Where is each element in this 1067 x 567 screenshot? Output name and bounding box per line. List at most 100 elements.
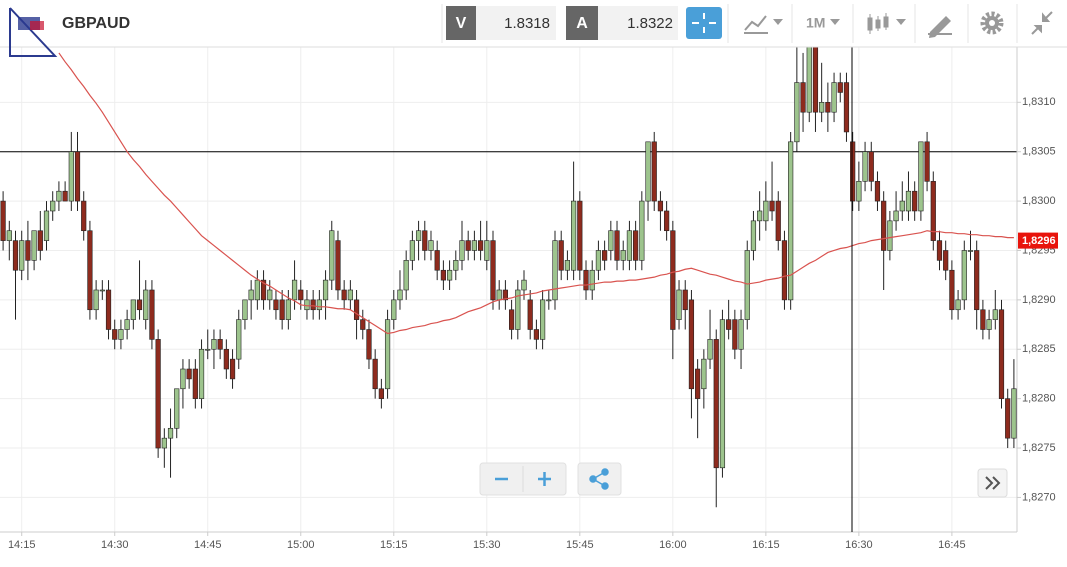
candle-body-up [391, 299, 397, 320]
candle-body-down [465, 240, 471, 251]
candle-body-up [471, 240, 477, 251]
candle-body-down [353, 299, 360, 320]
candle-body-up [806, 47, 812, 113]
candle-body-down [825, 102, 831, 113]
candle-body-down [273, 299, 279, 311]
x-tick-label: 15:45 [566, 539, 594, 551]
candle-body-up [118, 329, 124, 340]
candle-body-up [316, 299, 322, 311]
collapse-button[interactable] [1031, 11, 1053, 35]
candle-body-up [291, 279, 298, 301]
settings-button[interactable] [980, 11, 1004, 35]
candle-body-down [843, 82, 850, 133]
chart-type-button[interactable] [744, 15, 783, 34]
candle-body-up [626, 230, 633, 261]
candle-body-up [862, 151, 868, 182]
bid-badge[interactable] [446, 6, 476, 40]
y-tick-label: 1,8285 [1022, 343, 1056, 355]
candle-body-up [918, 141, 924, 212]
candle-body-up [446, 269, 453, 281]
x-tick-label: 16:15 [752, 539, 780, 551]
x-tick-label: 15:15 [380, 539, 408, 551]
candle-body-up [608, 230, 614, 251]
crosshair-icon [692, 13, 716, 33]
crosshair-button[interactable] [686, 7, 722, 39]
candle-body-up [397, 289, 403, 301]
y-tick-label: 1,8310 [1022, 96, 1056, 108]
candle-body-up [31, 230, 37, 261]
candle-body-down [781, 240, 788, 301]
candle-body-down [149, 289, 155, 340]
candle-body-up [409, 240, 415, 261]
candle-body-up [130, 299, 136, 320]
candle-body-up [620, 250, 626, 261]
candle-body-down [25, 240, 31, 261]
ma-marker [1018, 232, 1058, 249]
candle-body-down [924, 141, 930, 182]
y-tick-label: 1,8305 [1022, 146, 1056, 158]
period[interactable]: 1M [806, 15, 825, 31]
candle-body-down [502, 289, 508, 301]
candle-body-down [217, 339, 223, 350]
candle-body-up [515, 289, 521, 330]
candle-body-down [74, 151, 81, 202]
candle-body-down [1005, 398, 1011, 439]
candle-body-down [713, 339, 719, 469]
logo[interactable] [9, 7, 58, 57]
candle-body-down [980, 309, 986, 330]
bid-box[interactable] [476, 6, 556, 40]
candle-body-up [56, 190, 62, 202]
candle-body-down [998, 309, 1005, 399]
candles-button[interactable] [867, 13, 906, 34]
candle-body-up [887, 220, 893, 251]
candle-body-down [81, 200, 87, 232]
candle-body-down [868, 151, 874, 182]
ask-box[interactable] [598, 6, 678, 40]
candle-body-up [794, 82, 800, 143]
candle-body-up [459, 240, 465, 261]
logo-triangle [9, 7, 58, 57]
draw-button[interactable] [928, 16, 952, 38]
candle-body-up [415, 230, 422, 241]
candle-body-up [205, 348, 211, 351]
candle-body-down [62, 190, 68, 202]
candle-body-up [992, 309, 998, 320]
y-tick-label: 1,8295 [1022, 244, 1056, 256]
candle-body-down [192, 368, 198, 399]
candle-body-down [664, 210, 670, 232]
candle-body-up [304, 299, 310, 311]
moving-average [58, 52, 1014, 335]
ask-price: 1.8322 [627, 15, 673, 32]
candle-body-up [236, 319, 242, 360]
share-button[interactable] [577, 462, 622, 496]
candle-body-down [366, 329, 372, 360]
candle-body-up [19, 240, 25, 271]
ask-badge[interactable] [566, 6, 598, 40]
candle-body-down [682, 289, 688, 311]
x-tick-label: 16:30 [845, 539, 873, 551]
candle-body-down [155, 339, 161, 449]
candle-body-up [589, 269, 595, 291]
bid-label: V [456, 15, 467, 32]
candle-body-up [484, 240, 490, 261]
candle-body-up [198, 348, 205, 399]
candle-body-up [496, 289, 502, 301]
candle-body-up [50, 200, 56, 212]
candle-body-down [614, 230, 620, 261]
candle-body-down [279, 299, 285, 320]
candle-body-up [174, 388, 180, 429]
y-tick-label: 1,8290 [1022, 294, 1056, 306]
candle-body-down [335, 240, 341, 291]
candle-body-up [1011, 388, 1017, 439]
x-tick-label: 15:30 [473, 539, 501, 551]
share-icon [589, 468, 609, 490]
candle-body-down [583, 269, 589, 291]
period-arrow [830, 19, 840, 25]
candle-body-down [527, 299, 533, 330]
x-tick-label: 16:45 [938, 539, 966, 551]
y-tick-label: 1,8280 [1022, 393, 1056, 405]
x-tick-label: 15:00 [287, 539, 315, 551]
zoom-in[interactable] [538, 472, 551, 486]
candle-body-up [905, 190, 912, 212]
candle-body-down [651, 141, 657, 202]
